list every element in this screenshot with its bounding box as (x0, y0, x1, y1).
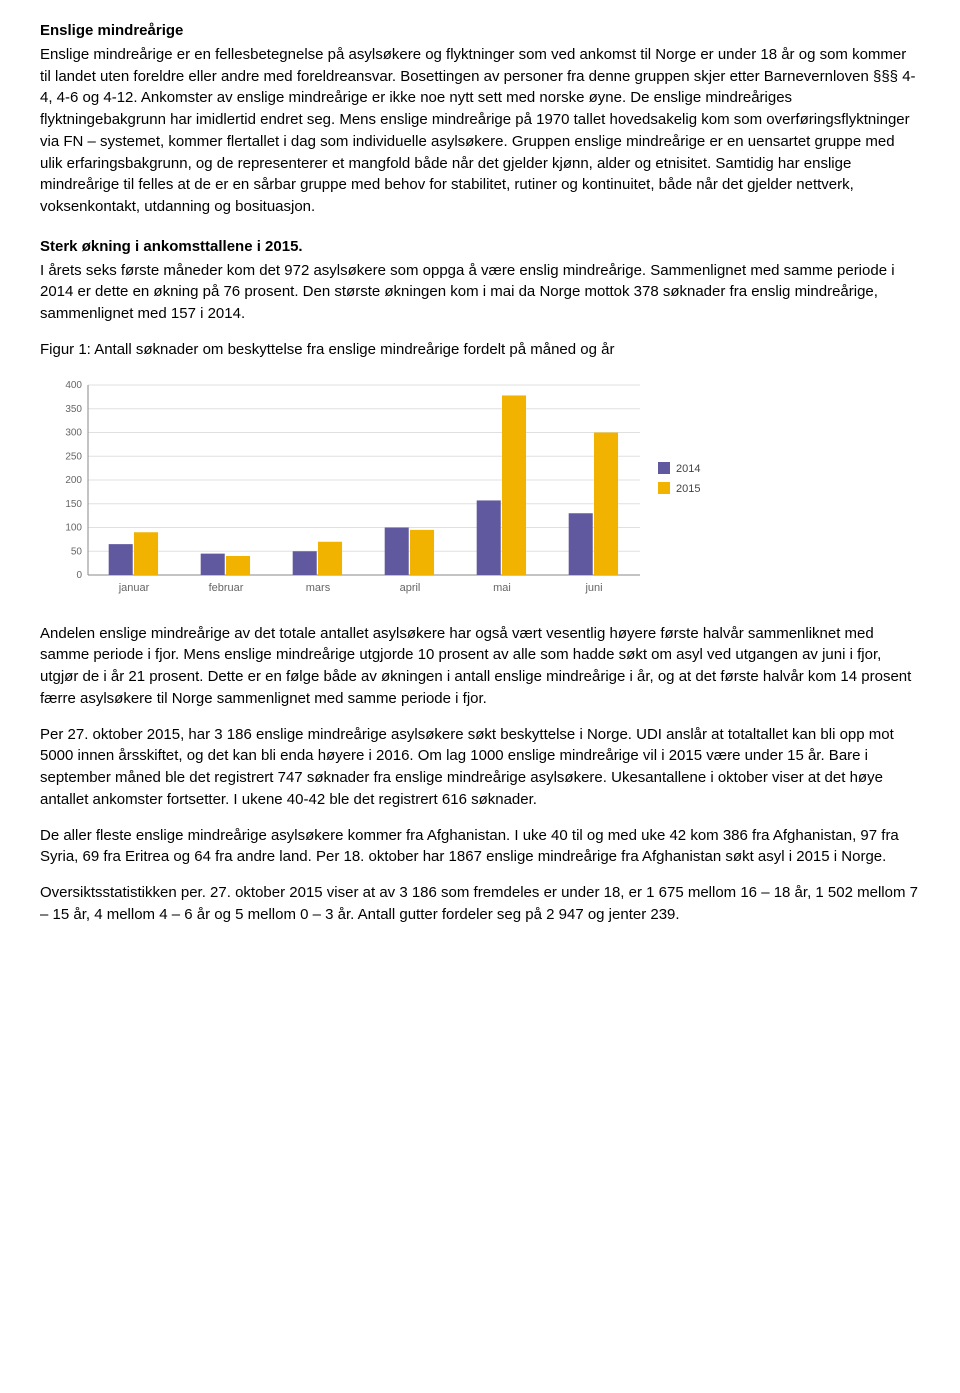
svg-text:250: 250 (65, 451, 82, 462)
body-paragraph: Oversiktsstatistikken per. 27. oktober 2… (40, 882, 920, 926)
svg-text:april: april (400, 582, 421, 594)
figure-caption: Figur 1: Antall søknader om beskyttelse … (40, 339, 920, 361)
page-title: Enslige mindreårige (40, 20, 920, 42)
svg-text:januar: januar (118, 582, 150, 594)
section-paragraph: I årets seks første måneder kom det 972 … (40, 260, 920, 325)
body-paragraph: De aller fleste enslige mindreårige asyl… (40, 825, 920, 869)
bar-chart: 0 50 100 150 200 250 300 350 400 januar februar mar… (40, 375, 740, 605)
svg-text:2014: 2014 (676, 463, 700, 475)
intro-paragraph: Enslige mindreårige er en fellesbetegnel… (40, 44, 920, 218)
svg-text:0: 0 (76, 570, 82, 581)
svg-text:mars: mars (306, 582, 331, 594)
svg-text:50: 50 (71, 546, 83, 557)
svg-text:100: 100 (65, 522, 82, 533)
chart-container: 0 50 100 150 200 250 300 350 400 januar februar mar… (40, 375, 920, 605)
svg-text:200: 200 (65, 475, 82, 486)
svg-text:februar: februar (209, 582, 244, 594)
svg-text:300: 300 (65, 427, 82, 438)
section-heading: Sterk økning i ankomsttallene i 2015. (40, 236, 920, 258)
svg-text:400: 400 (65, 380, 82, 391)
svg-text:juni: juni (584, 582, 602, 594)
svg-text:mai: mai (493, 582, 511, 594)
svg-text:150: 150 (65, 498, 82, 509)
body-paragraph: Andelen enslige mindreårige av det total… (40, 623, 920, 710)
body-paragraph: Per 27. oktober 2015, har 3 186 enslige … (40, 724, 920, 811)
svg-text:350: 350 (65, 403, 82, 414)
svg-text:2015: 2015 (676, 483, 700, 495)
